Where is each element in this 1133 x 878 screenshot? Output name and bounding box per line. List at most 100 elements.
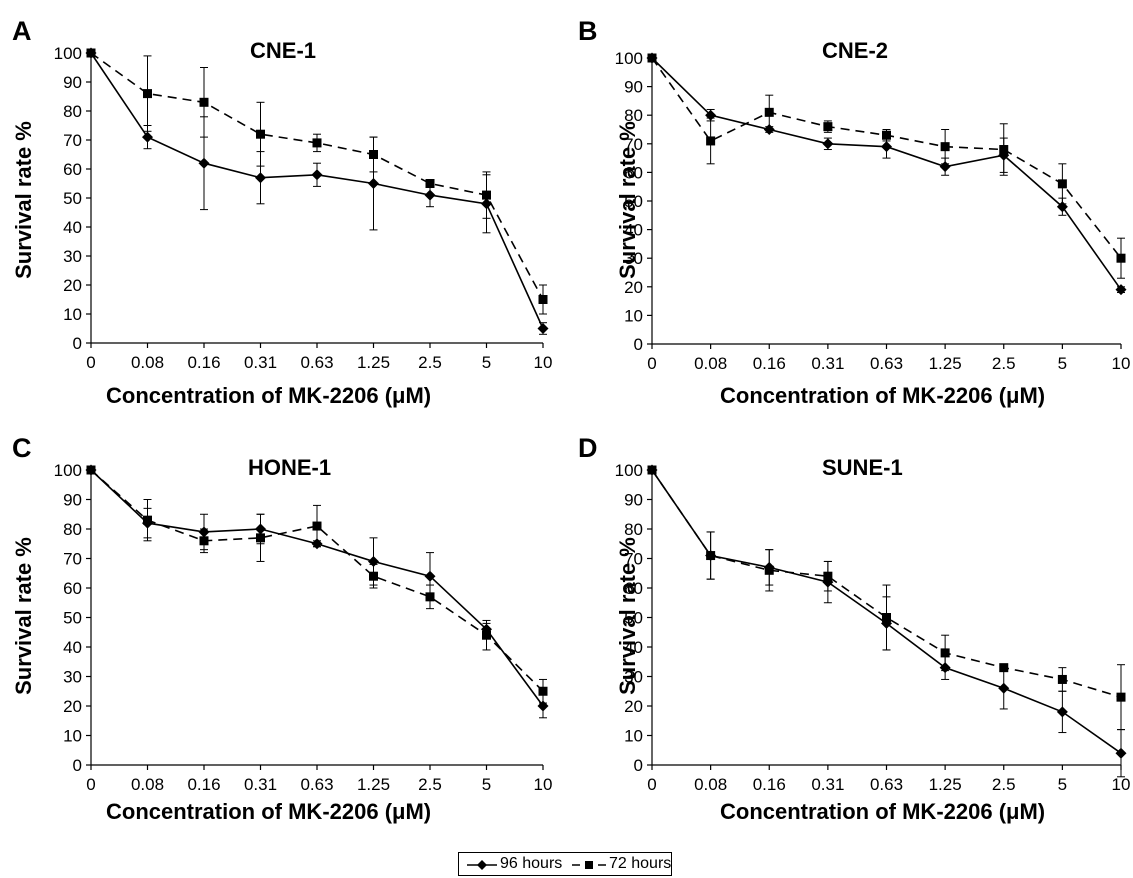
- data-point-72h: [482, 630, 491, 640]
- x-tick-label: 1.25: [929, 775, 962, 794]
- x-tick-label: 1.25: [929, 354, 962, 373]
- x-tick-label: 0: [647, 354, 656, 373]
- data-point-96h: [1056, 706, 1068, 718]
- data-point-72h: [764, 107, 774, 117]
- panel-letter: C: [12, 433, 32, 463]
- data-point-96h: [255, 172, 266, 184]
- x-axis-label: Concentration of MK-2206 (μM): [106, 799, 432, 824]
- y-tick-label: 50: [624, 192, 643, 211]
- y-tick-label: 10: [624, 727, 643, 746]
- x-tick-label: 2.5: [992, 354, 1016, 373]
- y-tick-label: 30: [63, 668, 82, 687]
- y-tick-label: 40: [624, 638, 643, 657]
- y-tick-label: 0: [634, 756, 643, 775]
- y-tick-label: 100: [615, 461, 643, 480]
- series-line-96h: [90, 52, 544, 329]
- plot-area: 0 10 20 30 40 50 60 70 80 90 100 0 0.08 0.16 0.31 0.63 1…: [54, 44, 553, 372]
- x-tick-label: 0: [86, 775, 95, 794]
- legend-symbols: [467, 860, 606, 870]
- data-point-72h: [86, 48, 96, 58]
- x-tick-label: 0.63: [300, 353, 333, 372]
- square-marker-icon: [585, 861, 593, 869]
- y-tick-label: 60: [624, 579, 643, 598]
- y-tick-label: 50: [624, 609, 643, 628]
- chart-panel-a: A CNE-1 Survival rate % Concentration of…: [0, 0, 566, 415]
- data-point-72h: [647, 465, 657, 475]
- x-tick-label: 10: [1112, 775, 1131, 794]
- y-tick-label: 90: [624, 491, 643, 510]
- x-tick-label: 10: [534, 775, 553, 794]
- y-tick-label: 100: [54, 44, 82, 63]
- chart-title: HONE-1: [248, 455, 332, 480]
- x-tick-label: 0.16: [753, 354, 786, 373]
- x-tick-label: 1.25: [357, 775, 390, 794]
- data-point-96h: [424, 189, 436, 201]
- y-tick-label: 100: [615, 49, 643, 68]
- x-tick-label: 0.31: [244, 353, 277, 372]
- data-point-96h: [424, 570, 436, 582]
- x-axis-label: Concentration of MK-2206 (μM): [720, 799, 1046, 824]
- series-line-72h: [90, 469, 544, 692]
- y-tick-label: 100: [54, 461, 82, 480]
- data-point-72h: [647, 53, 657, 63]
- x-tick-label: 10: [1112, 354, 1131, 373]
- y-tick-label: 60: [624, 163, 643, 182]
- x-tick-label: 0.16: [187, 353, 220, 372]
- x-tick-label: 0.08: [131, 775, 164, 794]
- panel-letter: D: [578, 433, 598, 463]
- y-tick-label: 80: [63, 102, 82, 121]
- data-point-72h: [706, 551, 716, 561]
- y-tick-label: 90: [624, 78, 643, 97]
- x-tick-label: 0: [647, 775, 656, 794]
- data-point-96h: [537, 323, 549, 334]
- x-axis-label: Concentration of MK-2206 (μM): [720, 383, 1046, 408]
- data-point-72h: [369, 571, 378, 581]
- y-tick-label: 30: [63, 247, 82, 266]
- x-tick-label: 2.5: [992, 775, 1016, 794]
- x-tick-label: 0.31: [244, 775, 277, 794]
- x-tick-label: 0.63: [870, 354, 903, 373]
- y-tick-label: 90: [63, 73, 82, 92]
- data-point-72h: [1057, 179, 1067, 189]
- data-point-96h: [368, 555, 379, 567]
- x-tick-label: 2.5: [418, 353, 442, 372]
- chart-panel-d: D SUNE-1 Survival rate % Concentration o…: [566, 415, 1132, 830]
- data-point-72h: [143, 515, 152, 525]
- data-point-72h: [425, 179, 435, 188]
- data-point-72h: [764, 565, 774, 575]
- data-point-96h: [1115, 747, 1127, 759]
- y-tick-label: 10: [63, 727, 82, 746]
- y-tick-label: 60: [63, 160, 82, 179]
- y-tick-label: 70: [63, 131, 82, 150]
- data-point-72h: [882, 613, 891, 622]
- data-point-72h: [823, 122, 833, 132]
- y-tick-label: 80: [624, 106, 643, 125]
- data-point-72h: [538, 295, 548, 304]
- plot-area: 0 10 20 30 40 50 60 70 80 90 100 0 0.08 0.16 0.31 0.63 1…: [54, 461, 553, 794]
- chart-title: SUNE-1: [822, 455, 903, 480]
- y-tick-label: 20: [624, 278, 643, 297]
- y-tick-label: 40: [63, 638, 82, 657]
- x-tick-label: 0.63: [300, 775, 333, 794]
- y-tick-label: 50: [63, 609, 82, 628]
- y-tick-label: 70: [624, 135, 643, 154]
- data-point-96h: [198, 157, 210, 169]
- panel-letter: A: [12, 16, 32, 46]
- data-point-72h: [538, 686, 548, 696]
- data-point-72h: [86, 465, 96, 475]
- data-point-96h: [368, 178, 379, 189]
- data-point-72h: [823, 571, 833, 581]
- data-point-72h: [256, 533, 265, 543]
- chart-panel-b: B CNE-2 Survival rate % Concentration of…: [566, 0, 1132, 415]
- x-tick-label: 2.5: [418, 775, 442, 794]
- y-tick-label: 10: [63, 305, 82, 324]
- data-point-96h: [822, 138, 834, 150]
- data-point-96h: [998, 682, 1010, 694]
- x-tick-label: 0.08: [694, 775, 727, 794]
- data-point-72h: [940, 142, 950, 152]
- legend: 96 hours 72 hours: [458, 852, 672, 876]
- data-point-72h: [143, 89, 152, 99]
- data-point-72h: [369, 150, 378, 159]
- y-tick-label: 30: [624, 249, 643, 268]
- data-point-72h: [312, 521, 322, 531]
